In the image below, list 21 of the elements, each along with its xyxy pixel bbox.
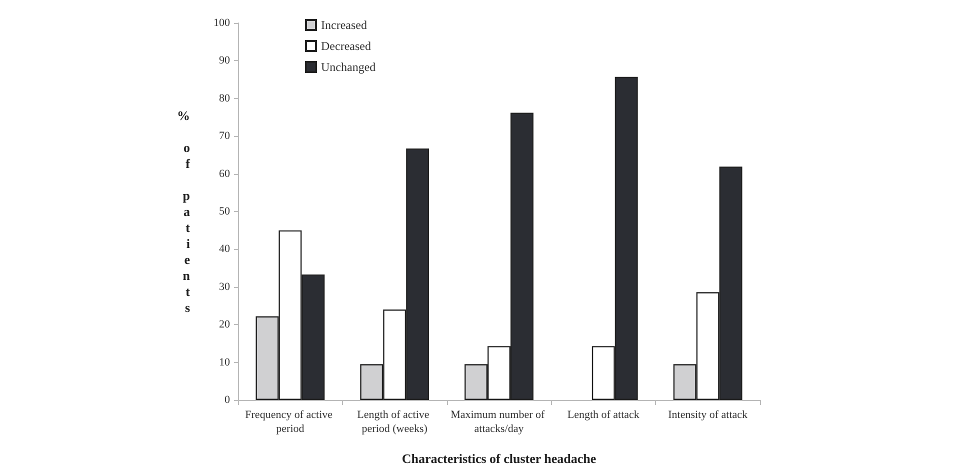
text: % of patients [177, 108, 190, 315]
x-axis-title: Characteristics of cluster headache [402, 451, 596, 466]
x-tick-label: Length of attack [567, 409, 640, 421]
y-tick-label: 40 [219, 243, 230, 256]
x-tick-label: Frequency of active period [245, 409, 336, 435]
x-tick-label: Intensity of attack [668, 409, 748, 421]
y-tick-label: 60 [219, 168, 230, 180]
y-tick-label: 20 [219, 318, 230, 331]
x-tick-label: Maximum number of attacks/day [450, 409, 548, 435]
y-tick-label: 80 [219, 92, 230, 104]
legend-label: Increased [321, 18, 367, 32]
legend-label: Decreased [321, 39, 371, 53]
y-tick-label: 30 [219, 280, 230, 293]
x-tick-label: Length of active period (weeks) [357, 409, 432, 435]
y-tick-label: 10 [219, 356, 230, 368]
y-tick-label: 90 [219, 54, 230, 67]
legend-label: Unchanged [321, 60, 376, 74]
y-tick-label: 0 [224, 394, 230, 406]
y-tick-label: 70 [219, 130, 230, 142]
y-tick-label: 100 [214, 17, 230, 29]
y-tick-label: 50 [219, 206, 230, 218]
